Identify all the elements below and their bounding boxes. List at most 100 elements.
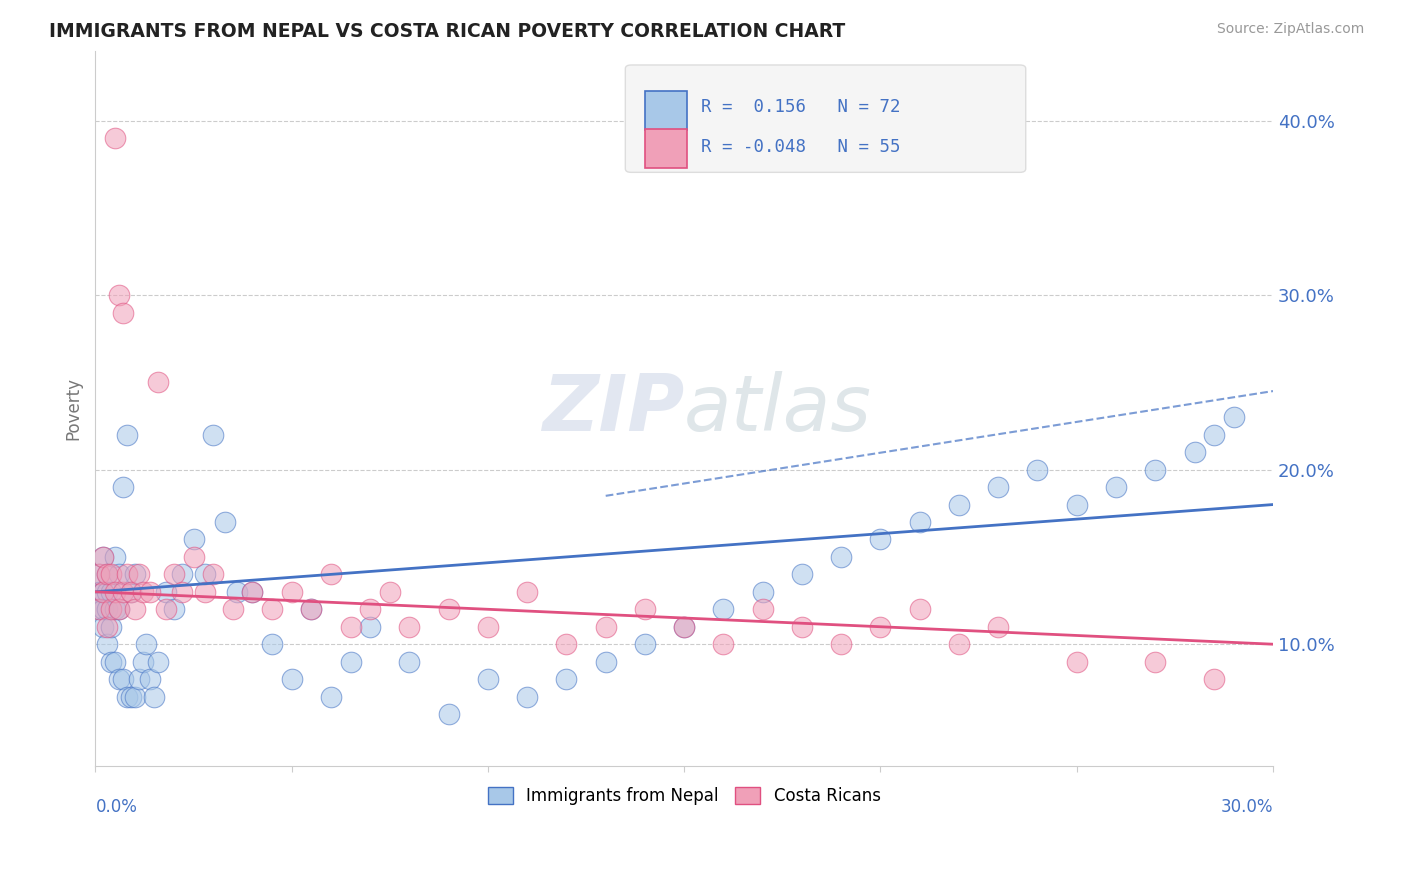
Point <box>111 584 134 599</box>
Point <box>96 567 118 582</box>
Point <box>96 602 118 616</box>
Point <box>120 690 142 704</box>
Point <box>908 602 931 616</box>
Point <box>128 672 150 686</box>
Point <box>595 655 617 669</box>
Point <box>477 620 499 634</box>
Point <box>359 620 381 634</box>
Point <box>91 549 114 564</box>
Point <box>148 655 170 669</box>
Point <box>437 602 460 616</box>
Point <box>100 655 122 669</box>
Point <box>96 567 118 582</box>
Point <box>104 584 127 599</box>
Point <box>120 584 142 599</box>
Point <box>120 584 142 599</box>
Point <box>108 567 131 582</box>
Point <box>1204 427 1226 442</box>
Point <box>139 672 162 686</box>
Point <box>108 288 131 302</box>
Point <box>1066 498 1088 512</box>
Point <box>131 584 153 599</box>
Point <box>987 620 1010 634</box>
Point <box>280 672 302 686</box>
Point <box>155 602 177 616</box>
Point <box>96 620 118 634</box>
Point <box>124 602 146 616</box>
Point <box>751 602 773 616</box>
Point <box>96 584 118 599</box>
Point <box>100 620 122 634</box>
Point <box>869 620 891 634</box>
Point <box>437 706 460 721</box>
Text: R = -0.048   N = 55: R = -0.048 N = 55 <box>700 137 900 156</box>
Point <box>378 584 401 599</box>
Point <box>183 549 205 564</box>
Point <box>124 567 146 582</box>
Point <box>830 549 852 564</box>
Point <box>516 584 538 599</box>
Point <box>91 584 114 599</box>
Point <box>299 602 322 616</box>
Point <box>108 672 131 686</box>
Point <box>148 376 170 390</box>
Point <box>108 602 131 616</box>
Point <box>359 602 381 616</box>
Point <box>260 602 283 616</box>
Point <box>108 602 131 616</box>
Point <box>1144 463 1167 477</box>
Point <box>555 672 578 686</box>
Point <box>987 480 1010 494</box>
Point <box>104 549 127 564</box>
Point <box>869 533 891 547</box>
FancyBboxPatch shape <box>645 91 686 130</box>
Point <box>128 567 150 582</box>
Point <box>115 690 138 704</box>
Point <box>790 620 813 634</box>
Text: atlas: atlas <box>685 370 872 447</box>
Point <box>170 584 193 599</box>
Point <box>830 637 852 651</box>
Point <box>163 567 186 582</box>
Point <box>1223 410 1246 425</box>
Point <box>908 515 931 529</box>
Point <box>139 584 162 599</box>
Point <box>131 655 153 669</box>
Text: R =  0.156   N = 72: R = 0.156 N = 72 <box>700 97 900 116</box>
Point <box>183 533 205 547</box>
Point <box>948 637 970 651</box>
FancyBboxPatch shape <box>645 129 686 169</box>
Y-axis label: Poverty: Poverty <box>65 377 82 440</box>
Point <box>673 620 696 634</box>
Point <box>319 690 342 704</box>
Point <box>111 305 134 319</box>
Point <box>555 637 578 651</box>
Point <box>339 620 361 634</box>
Point <box>713 602 735 616</box>
Point <box>100 584 122 599</box>
Point <box>170 567 193 582</box>
Point <box>124 690 146 704</box>
Point <box>222 602 245 616</box>
Point <box>751 584 773 599</box>
Point <box>89 584 111 599</box>
Point <box>260 637 283 651</box>
Point <box>948 498 970 512</box>
Point <box>790 567 813 582</box>
Point <box>1184 445 1206 459</box>
Point <box>713 637 735 651</box>
Point <box>299 602 322 616</box>
Point <box>143 690 166 704</box>
Point <box>242 584 264 599</box>
Text: ZIP: ZIP <box>541 370 685 447</box>
Point <box>91 620 114 634</box>
Point <box>319 567 342 582</box>
FancyBboxPatch shape <box>626 65 1026 172</box>
Point <box>91 549 114 564</box>
Point <box>194 584 217 599</box>
Point <box>1026 463 1049 477</box>
Point <box>155 584 177 599</box>
Point <box>595 620 617 634</box>
Point <box>516 690 538 704</box>
Point <box>89 602 111 616</box>
